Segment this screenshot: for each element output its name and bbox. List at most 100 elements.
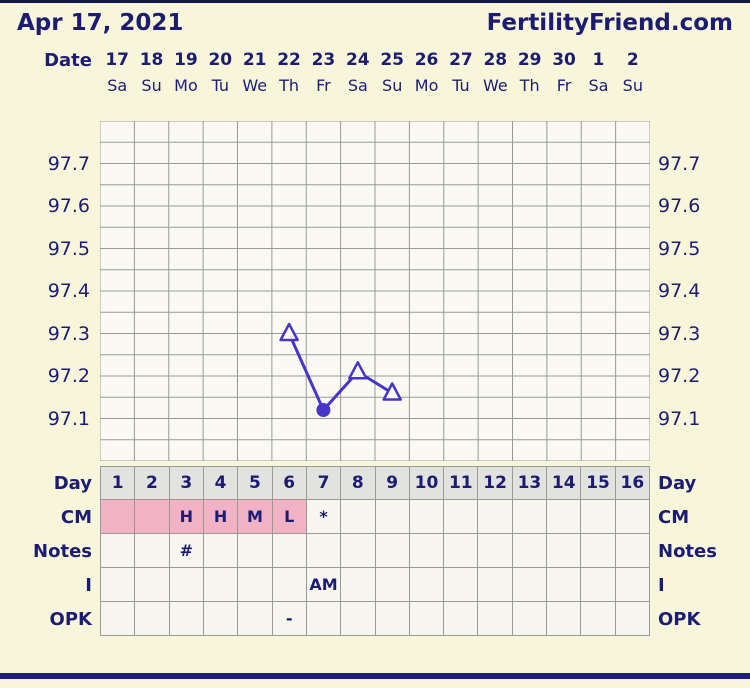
table-cell: H <box>203 500 238 533</box>
weekday-cell: Sa <box>347 76 368 95</box>
y-axis-label: 97.3 <box>658 322 701 345</box>
weekday-cell: Th <box>279 76 300 95</box>
y-axis-label: 97.3 <box>47 322 90 345</box>
y-axis-label: 97.7 <box>658 152 701 175</box>
table-row-i: I AM I <box>0 568 750 602</box>
row-cells: # <box>100 534 650 568</box>
table-cell <box>478 602 512 635</box>
y-axis-label: 97.2 <box>658 365 701 387</box>
table-cell <box>409 602 444 635</box>
row-label-right: I <box>658 574 665 596</box>
y-axis-label: 97.2 <box>47 365 90 387</box>
table-cell <box>478 500 512 533</box>
date-cell: 2 <box>626 50 639 70</box>
weekday-row-spacer-left <box>0 76 100 95</box>
weekday-row-spacer-right <box>650 76 750 95</box>
table-cell: 10 <box>409 467 444 499</box>
table-cell: 14 <box>547 467 581 499</box>
table-cell: # <box>169 534 203 567</box>
table-cell: 16 <box>615 467 649 499</box>
date-row-spacer <box>650 50 750 71</box>
table-cell: L <box>272 500 306 533</box>
y-axis-label: 97.4 <box>47 280 90 302</box>
weekday-cell: Tu <box>211 76 230 95</box>
date-cell: 24 <box>345 50 370 70</box>
date-cell: 23 <box>311 50 336 70</box>
date-cell: 21 <box>242 50 267 70</box>
table-cell <box>547 568 581 601</box>
y-axis-label: 97.4 <box>658 280 701 302</box>
date-cell: 27 <box>449 50 473 70</box>
table-cell <box>238 568 272 601</box>
y-axis-label: 97.7 <box>47 152 90 175</box>
y-axis-label: 97.6 <box>47 195 90 217</box>
table-cell <box>409 568 444 601</box>
table-cell: 7 <box>306 467 341 499</box>
table-cell <box>375 602 409 635</box>
row-cells: - <box>100 602 650 636</box>
table-cell <box>135 500 169 533</box>
table-cell <box>615 602 649 635</box>
table-cell <box>306 602 341 635</box>
table-row-notes: Notes # Notes <box>0 534 750 568</box>
table-cell <box>512 602 547 635</box>
y-axis-label: 97.5 <box>658 237 701 260</box>
row-label-left: Day <box>53 472 92 494</box>
row-label-right: CM <box>658 506 690 528</box>
table-cell <box>135 568 169 601</box>
table-cell <box>306 534 341 567</box>
weekday-cell: We <box>482 76 508 95</box>
table-cell: 3 <box>169 467 203 499</box>
table-cell: AM <box>306 568 341 601</box>
weekday-cell: Sa <box>107 76 128 95</box>
temp-marker-triangle <box>382 382 402 401</box>
table-row-day: Day 1 2 3 4 5 6 7 8 9 10 11 12 13 14 15 16 Day <box>0 466 750 500</box>
table-cell <box>101 500 135 533</box>
table-cell: 1 <box>101 467 135 499</box>
table-cell <box>615 500 649 533</box>
temp-marker-triangle <box>348 361 368 380</box>
table-cell <box>444 602 478 635</box>
table-cell <box>478 534 512 567</box>
table-cell <box>512 534 547 567</box>
table-cell: 9 <box>375 467 409 499</box>
temperature-chart: 97.7 97.7 97.6 97.6 97.5 97.5 97.4 97.4 97.3 97.3… <box>0 121 750 461</box>
date-cell: 30 <box>552 50 576 70</box>
row-cells: H H M L * <box>100 500 650 534</box>
table-cell: 12 <box>478 467 512 499</box>
table-cell <box>135 602 169 635</box>
table-cell <box>512 500 547 533</box>
date-row-label: Date <box>44 50 92 71</box>
table-cell <box>203 602 238 635</box>
table-cell <box>272 534 306 567</box>
table-cell <box>238 602 272 635</box>
table-cell: H <box>169 500 203 533</box>
weekday-cell: Fr <box>316 76 331 95</box>
table-cell <box>547 500 581 533</box>
row-label-left: I <box>85 574 92 596</box>
row-label-right: Day <box>658 472 697 494</box>
table-cell: 15 <box>581 467 615 499</box>
temp-marker-triangle <box>279 322 299 342</box>
page-header: Apr 17, 2021 FertilityFriend.com <box>0 3 750 36</box>
row-label-left: CM <box>60 506 92 528</box>
weekday-cell: Mo <box>414 76 439 95</box>
chart-data-table: Day 1 2 3 4 5 6 7 8 9 10 11 12 13 14 15 16 Day CM H H M L * CM No… <box>0 466 750 636</box>
table-cell <box>444 534 478 567</box>
table-cell: 5 <box>238 467 272 499</box>
table-cell <box>581 534 615 567</box>
table-cell: * <box>306 500 341 533</box>
table-cell <box>581 602 615 635</box>
table-cell <box>444 500 478 533</box>
date-cell: 20 <box>208 50 233 70</box>
row-label-right: OPK <box>658 608 701 630</box>
table-cell <box>375 568 409 601</box>
table-cell <box>341 500 375 533</box>
grid-lines <box>100 121 650 461</box>
bottom-divider <box>0 673 750 679</box>
date-cell: 28 <box>483 50 508 70</box>
table-cell: 4 <box>203 467 238 499</box>
temp-marker-circle <box>316 403 331 417</box>
table-cell <box>169 602 203 635</box>
y-axis-label: 97.6 <box>658 195 701 217</box>
